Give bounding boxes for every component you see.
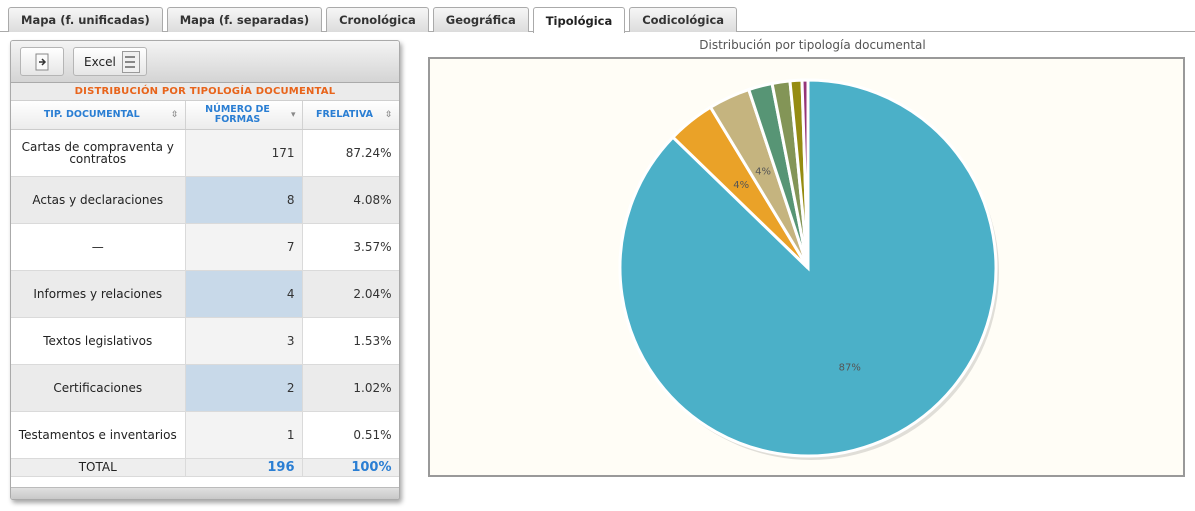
tab-5[interactable]: Codicológica <box>629 7 738 32</box>
cell-tipo: Certificaciones <box>11 364 186 412</box>
total-numero: 196 <box>185 457 303 477</box>
table-toolbar: Excel <box>11 41 399 83</box>
cell-tipo: Actas y declaraciones <box>11 176 186 224</box>
tab-bar: Mapa (f. unificadas) Mapa (f. separadas) C… <box>0 0 1195 33</box>
table-row[interactable]: Textos legislativos 3 1.53% <box>11 317 399 365</box>
cell-frelativa: 2.04% <box>302 270 399 318</box>
table-row[interactable]: Actas y declaraciones 8 4.08% <box>11 176 399 224</box>
tab-0[interactable]: Mapa (f. unificadas) <box>8 7 163 32</box>
pie-slice-label: 4% <box>733 180 749 191</box>
header-tipo[interactable]: TIP. DOCUMENTAL ⇳ <box>11 101 186 130</box>
cell-frelativa: 0.51% <box>302 411 399 459</box>
cell-tipo: Informes y relaciones <box>11 270 186 318</box>
sort-icon: ⇳ <box>170 109 179 120</box>
cell-numero: 3 <box>185 317 303 365</box>
export-arrow-icon <box>35 53 49 70</box>
panel-footer-bar <box>11 487 399 499</box>
table-row[interactable]: —7 3.57% <box>11 223 399 271</box>
excel-export-button[interactable]: Excel <box>73 47 147 76</box>
total-frelativa: 100% <box>302 457 399 477</box>
excel-button-label: Excel <box>84 54 116 69</box>
cell-numero: 1 <box>185 411 303 459</box>
tab-3[interactable]: Geográfica <box>432 7 529 32</box>
export-button[interactable] <box>20 47 64 76</box>
cell-frelativa: 1.02% <box>302 364 399 412</box>
cell-tipo: Testamentos e inventarios <box>11 411 186 459</box>
table-caption: DISTRIBUCIÓN POR TIPOLOGÍA DOCUMENTAL <box>11 83 399 101</box>
pie-chart: 87% 4% 4% <box>428 57 1185 477</box>
cell-numero: 171 <box>185 129 303 177</box>
pie-slice-label: 4% <box>755 167 771 178</box>
cell-tipo: Cartas de compraventa y contratos <box>11 129 186 177</box>
tab-4[interactable]: Tipológica <box>532 7 626 33</box>
table-panel: Excel DISTRIBUCIÓN POR TIPOLOGÍA DOCUMEN… <box>10 40 400 500</box>
table-row[interactable]: Informes y relaciones 4 2.04% <box>11 270 399 318</box>
sort-icon: ⇳ <box>384 109 393 120</box>
pie-slice[interactable] <box>800 78 810 269</box>
cell-tipo: — <box>11 223 186 271</box>
cell-frelativa: 1.53% <box>302 317 399 365</box>
cell-numero: 2 <box>185 364 303 412</box>
header-numero[interactable]: NÚMERO DE FORMAS ▾ <box>185 101 303 130</box>
cell-numero: 7 <box>185 223 303 271</box>
tab-1[interactable]: Mapa (f. separadas) <box>166 7 323 32</box>
cell-tipo: Textos legislativos <box>11 317 186 365</box>
cell-frelativa: 3.57% <box>302 223 399 271</box>
spreadsheet-icon <box>121 50 140 73</box>
cell-numero: 8 <box>185 176 303 224</box>
table-row[interactable]: Testamentos e inventarios 1 0.51% <box>11 411 399 459</box>
pie-slice-label: 87% <box>839 363 861 374</box>
total-label: TOTAL <box>11 457 186 477</box>
table-row[interactable]: Certificaciones 2 1.02% <box>11 364 399 412</box>
sort-desc-icon: ▾ <box>290 109 296 120</box>
pie-chart-svg: 87% 4% 4% <box>618 78 999 460</box>
typology-table: TIP. DOCUMENTAL ⇳ NÚMERO DE FORMAS ▾ FRELA… <box>11 101 399 477</box>
table-row[interactable]: Cartas de compraventa y contratos 171 87.2… <box>11 129 399 177</box>
cell-frelativa: 4.08% <box>302 176 399 224</box>
table-total-row: TOTAL 196 100% <box>11 457 399 477</box>
chart-title: Distribución por tipología documental <box>699 38 926 52</box>
cell-frelativa: 87.24% <box>302 129 399 177</box>
header-frelativa[interactable]: FRELATIVA ⇳ <box>302 101 399 130</box>
cell-numero: 4 <box>185 270 303 318</box>
tab-2[interactable]: Cronológica <box>326 7 429 32</box>
